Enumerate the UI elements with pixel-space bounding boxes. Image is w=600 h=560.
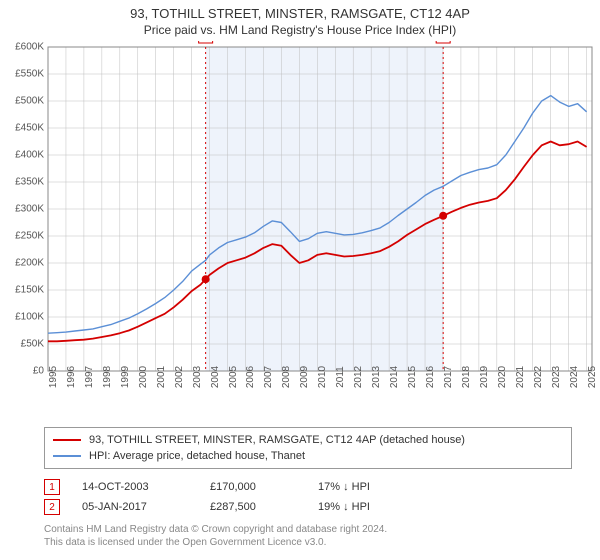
y-tick-label: £300K [4, 204, 44, 215]
legend-label: 93, TOTHILL STREET, MINSTER, RAMSGATE, C… [89, 434, 465, 446]
x-tick-label: 1995 [48, 366, 59, 388]
sale-date: 14-OCT-2003 [82, 481, 192, 493]
svg-text:2: 2 [440, 41, 446, 43]
sale-events: 1 14-OCT-2003 £170,000 17% ↓ HPI 2 05-JAN-201… [44, 477, 554, 517]
sale-diff: 17% ↓ HPI [318, 481, 428, 493]
x-tick-label: 2019 [479, 366, 490, 388]
x-tick-label: 1997 [84, 366, 95, 388]
legend-swatch [53, 439, 81, 441]
x-tick-label: 2024 [569, 366, 580, 388]
legend-item: HPI: Average price, detached house, Than… [53, 448, 563, 464]
x-tick-label: 2014 [389, 366, 400, 388]
x-tick-label: 2016 [425, 366, 436, 388]
legend-label: HPI: Average price, detached house, Than… [89, 450, 305, 462]
x-tick-label: 2017 [443, 366, 454, 388]
footer-attribution: Contains HM Land Registry data © Crown c… [44, 523, 554, 549]
sale-price: £287,500 [210, 501, 300, 513]
footer-line-1: Contains HM Land Registry data © Crown c… [44, 523, 554, 536]
x-tick-label: 2002 [174, 366, 185, 388]
sale-row: 2 05-JAN-2017 £287,500 19% ↓ HPI [44, 497, 554, 517]
y-tick-label: £450K [4, 123, 44, 134]
footer-line-2: This data is licensed under the Open Gov… [44, 536, 554, 549]
y-tick-label: £550K [4, 69, 44, 80]
price-chart: 12 £0£50K£100K£150K£200K£250K£300K£350K£… [0, 41, 600, 421]
x-tick-label: 1999 [120, 366, 131, 388]
x-tick-label: 2007 [263, 366, 274, 388]
legend: 93, TOTHILL STREET, MINSTER, RAMSGATE, C… [44, 427, 572, 469]
x-tick-label: 2000 [138, 366, 149, 388]
x-tick-label: 2023 [551, 366, 562, 388]
x-tick-label: 2009 [299, 366, 310, 388]
sale-marker: 1 [44, 479, 60, 495]
x-tick-label: 2008 [281, 366, 292, 388]
legend-item: 93, TOTHILL STREET, MINSTER, RAMSGATE, C… [53, 432, 563, 448]
x-tick-label: 2015 [407, 366, 418, 388]
y-tick-label: £50K [4, 339, 44, 350]
y-tick-label: £200K [4, 258, 44, 269]
x-tick-label: 2011 [335, 366, 346, 388]
y-tick-label: £150K [4, 285, 44, 296]
x-tick-label: 2013 [371, 366, 382, 388]
x-tick-label: 2018 [461, 366, 472, 388]
x-tick-label: 2006 [245, 366, 256, 388]
sale-marker: 2 [44, 499, 60, 515]
x-tick-label: 2022 [533, 366, 544, 388]
y-tick-label: £500K [4, 96, 44, 107]
x-tick-label: 2003 [192, 366, 203, 388]
page-subtitle: Price paid vs. HM Land Registry's House … [0, 21, 600, 41]
x-tick-label: 2005 [228, 366, 239, 388]
x-tick-label: 2021 [515, 366, 526, 388]
sale-row: 1 14-OCT-2003 £170,000 17% ↓ HPI [44, 477, 554, 497]
y-tick-label: £600K [4, 42, 44, 53]
x-tick-label: 2010 [317, 366, 328, 388]
x-tick-label: 1998 [102, 366, 113, 388]
sale-price: £170,000 [210, 481, 300, 493]
x-tick-label: 2001 [156, 366, 167, 388]
x-tick-label: 2012 [353, 366, 364, 388]
svg-text:1: 1 [203, 41, 209, 43]
y-tick-label: £100K [4, 312, 44, 323]
sale-diff: 19% ↓ HPI [318, 501, 428, 513]
y-tick-label: £350K [4, 177, 44, 188]
page-title: 93, TOTHILL STREET, MINSTER, RAMSGATE, C… [0, 0, 600, 21]
y-tick-label: £400K [4, 150, 44, 161]
x-tick-label: 1996 [66, 366, 77, 388]
x-tick-label: 2020 [497, 366, 508, 388]
legend-swatch [53, 455, 81, 457]
sale-date: 05-JAN-2017 [82, 501, 192, 513]
x-tick-label: 2025 [587, 366, 598, 388]
chart-svg: 12 [0, 41, 600, 421]
y-tick-label: £250K [4, 231, 44, 242]
y-tick-label: £0 [4, 366, 44, 377]
x-tick-label: 2004 [210, 366, 221, 388]
